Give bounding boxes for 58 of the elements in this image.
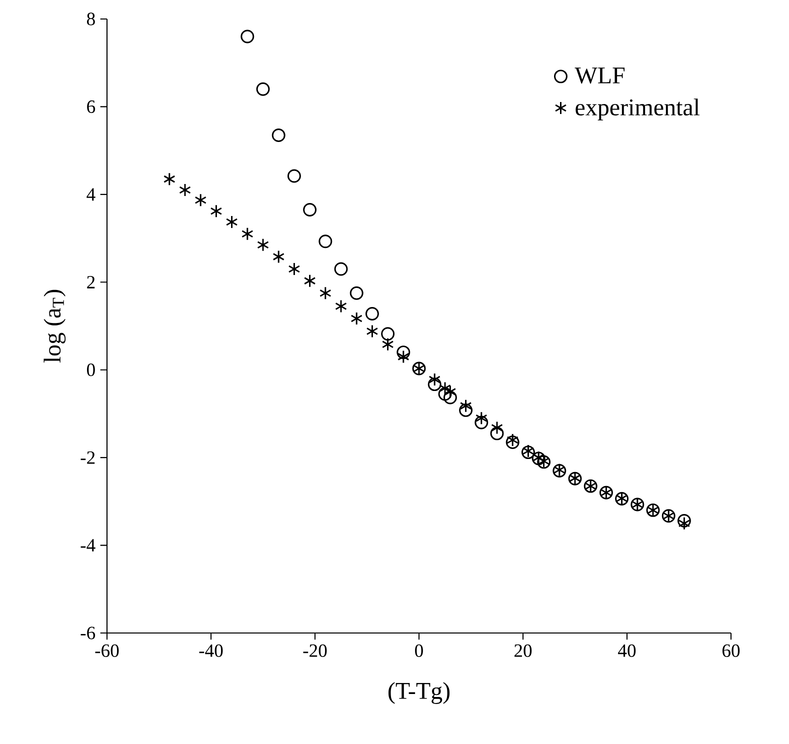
point: [210, 204, 222, 218]
point: [475, 411, 488, 425]
point: [350, 286, 364, 300]
point: [459, 403, 473, 417]
y-axis-title: log (a$_{T}$): [44, 290, 66, 363]
point: [240, 30, 254, 44]
x-tick-label: 0: [415, 644, 423, 657]
y-tick-label: -4: [80, 539, 96, 552]
point: [334, 262, 348, 276]
point: [179, 183, 191, 197]
point: [444, 385, 456, 399]
point: [350, 312, 363, 326]
point: [304, 274, 316, 288]
point: [288, 262, 300, 276]
point: [397, 350, 410, 364]
y-tick-label: -6: [80, 626, 96, 640]
point: [460, 399, 472, 413]
y-tick-label: 4: [86, 188, 96, 201]
x-tick-label: 60: [722, 644, 740, 657]
y-tick-label: -2: [80, 451, 95, 464]
x-axis-title: (T-Tg): [388, 682, 450, 704]
point: [319, 286, 332, 300]
x-tick-label: 20: [514, 644, 532, 657]
point: [490, 426, 504, 440]
point: [428, 372, 441, 386]
x-tick-label: -20: [303, 644, 327, 657]
point: [241, 227, 254, 241]
point: [366, 324, 378, 338]
point: [491, 421, 503, 434]
point: [272, 250, 285, 264]
point: [318, 234, 332, 248]
point: [381, 327, 395, 341]
y-tick-label: 0: [87, 364, 95, 376]
x-tick-label: -40: [199, 644, 223, 657]
point: [194, 193, 207, 207]
y-tick-label: 6: [87, 100, 96, 113]
x-tick-label: -60: [95, 644, 119, 657]
point: [256, 82, 270, 96]
point: [287, 169, 301, 183]
point: [257, 238, 269, 252]
legend-label: experimental: [576, 98, 700, 120]
point: [272, 128, 286, 142]
point: [382, 338, 394, 352]
legend-label: WLF: [574, 68, 625, 84]
point: [163, 172, 176, 186]
point: [335, 300, 347, 313]
y-tick-label: 2: [87, 276, 95, 288]
point: [443, 390, 457, 404]
point: [396, 346, 410, 360]
point: [438, 387, 452, 401]
point: [365, 306, 379, 320]
point: [303, 203, 317, 217]
x-tick-label: 40: [618, 644, 636, 657]
point: [474, 416, 488, 430]
point: [678, 516, 690, 530]
point: [226, 215, 238, 229]
y-tick-label: 8: [87, 12, 95, 26]
point: [677, 514, 691, 528]
